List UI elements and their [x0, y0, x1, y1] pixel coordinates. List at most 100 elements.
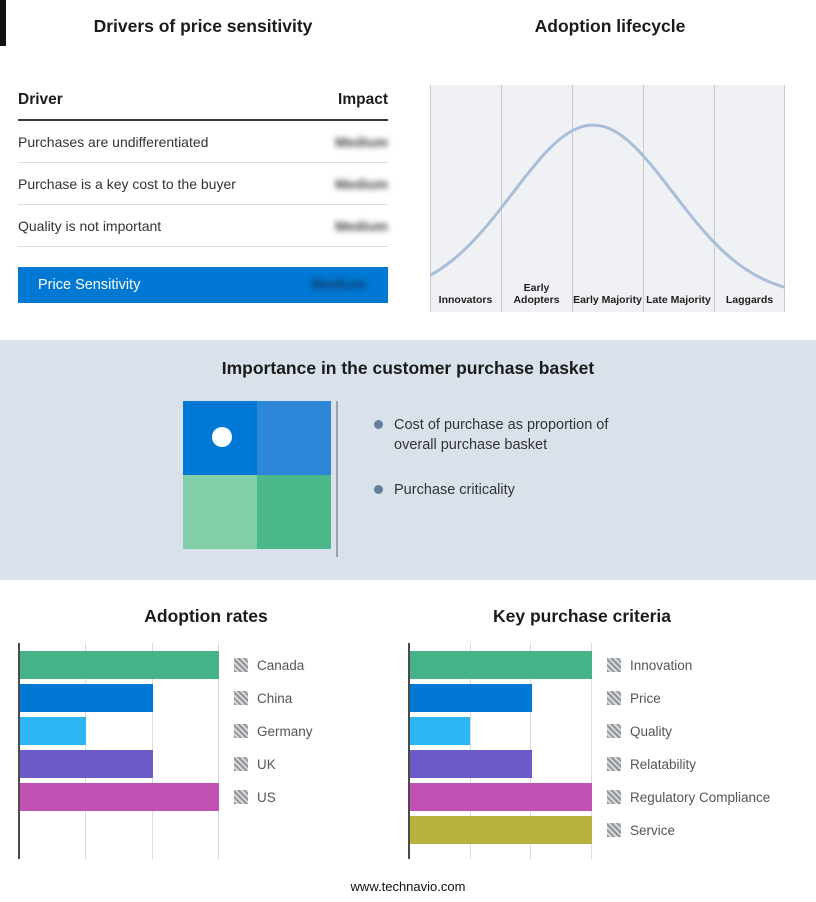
- legend-swatch-icon: [234, 757, 248, 771]
- bottom-section: Adoption rates Key purchase criteria Can…: [0, 580, 816, 902]
- bullet-icon: [374, 420, 383, 429]
- legend-item: Price: [607, 684, 770, 712]
- stage-label: Late Majority: [646, 294, 711, 307]
- quadrant-top-right: [257, 401, 331, 475]
- stage-label: Early Majority: [573, 294, 642, 307]
- legend-item: Quality: [607, 717, 770, 745]
- lifecycle-gridline: [714, 85, 715, 312]
- legend-item: Regulatory Compliance: [607, 783, 770, 811]
- quadrant-bottom-left: [183, 475, 257, 549]
- col-impact: Impact: [338, 91, 388, 108]
- website-url: www.technavio.com: [350, 879, 466, 894]
- legend-label: Regulatory Compliance: [630, 789, 771, 805]
- impact-value-blurred: Medium: [335, 217, 388, 234]
- bar-innovation: [410, 651, 592, 679]
- top-section: Drivers of price sensitivity Driver Impa…: [0, 0, 816, 340]
- drivers-table-header: Driver Impact: [18, 91, 388, 121]
- legend-swatch-icon: [234, 790, 248, 804]
- stage-label: Laggards: [725, 294, 774, 307]
- legend-swatch-icon: [607, 724, 621, 738]
- charts-row: Canada China Germany UK US Innovation Price Qu…: [0, 643, 816, 865]
- legend-label: UK: [257, 756, 276, 772]
- legend-item: Germany: [234, 717, 313, 745]
- legend-swatch-icon: [607, 691, 621, 705]
- legend-label: China: [257, 690, 293, 706]
- legend-label: US: [257, 789, 276, 805]
- legend-label: Relatability: [630, 756, 697, 772]
- legend-item: UK: [234, 750, 313, 778]
- impact-value-blurred: Medium: [335, 175, 388, 192]
- legend-label: Price: [630, 690, 661, 706]
- legend-label: Innovation: [630, 657, 693, 673]
- table-row: Purchase is a key cost to the buyer Medi…: [18, 163, 388, 205]
- legend-item: Innovation: [607, 651, 770, 679]
- table-row: Quality is not important Medium: [18, 205, 388, 247]
- basket-title: Importance in the customer purchase bask…: [221, 358, 595, 378]
- quadrant-matrix: [183, 401, 331, 549]
- impact-value-blurred: Medium: [335, 133, 388, 150]
- chart-gridline: [591, 643, 592, 859]
- position-marker-dot: [212, 427, 232, 447]
- legend-swatch-icon: [607, 790, 621, 804]
- impact-value-blurred: Medium: [311, 277, 366, 293]
- legend-label: Canada: [257, 657, 305, 673]
- adoption-rates-legend: Canada China Germany UK US: [234, 643, 313, 859]
- bullet-icon: [374, 484, 383, 494]
- list-item: Cost of purchase as proportion of overal…: [374, 415, 644, 456]
- bar-quality: [410, 717, 471, 745]
- drivers-panel: Drivers of price sensitivity Driver Impa…: [18, 16, 388, 303]
- driver-label: Purchase is a key cost to the buyer: [18, 175, 236, 192]
- legend-item: Service: [607, 816, 770, 844]
- lifecycle-gridline: [501, 85, 502, 312]
- legend-item: US: [234, 783, 313, 811]
- lifecycle-gridline: [430, 85, 431, 312]
- basket-bullets: Cost of purchase as proportion of overal…: [374, 401, 644, 524]
- price-sensitivity-label: Price Sensitivity: [38, 277, 141, 293]
- col-driver: Driver: [18, 91, 63, 108]
- bullet-text: Cost of purchase as proportion of overal…: [394, 417, 609, 454]
- basket-content: Cost of purchase as proportion of overal…: [183, 401, 816, 557]
- legend-item: China: [234, 684, 313, 712]
- legend-swatch-icon: [234, 724, 248, 738]
- list-item: Purchase criticality: [374, 480, 644, 500]
- lifecycle-gridline: [784, 85, 785, 312]
- legend-label: Germany: [257, 723, 313, 739]
- bar-us: [20, 783, 219, 811]
- price-sensitivity-bar: Price Sensitivity Medium: [18, 267, 388, 303]
- stage-label: Early Adopters: [513, 281, 560, 307]
- legend-swatch-icon: [234, 658, 248, 672]
- legend-item: Canada: [234, 651, 313, 679]
- adoption-rates-chart: Canada China Germany UK US: [18, 643, 313, 859]
- drivers-title: Drivers of price sensitivity: [93, 16, 313, 36]
- legend-label: Quality: [630, 723, 673, 739]
- driver-label: Purchases are undifferentiated: [18, 133, 209, 150]
- key-purchase-criteria-plot: [408, 643, 592, 859]
- lifecycle-chart: Innovators Early Adopters Early Majority La…: [430, 85, 785, 312]
- chart-gridline: [218, 643, 219, 859]
- adoption-rates-plot: [18, 643, 219, 859]
- lifecycle-curve: [430, 123, 785, 289]
- lifecycle-stages: Innovators Early Adopters Early Majority La…: [430, 282, 785, 307]
- key-purchase-criteria-title: Key purchase criteria: [492, 606, 671, 626]
- key-purchase-criteria-chart: Innovation Price Quality Relatability Regula…: [408, 643, 770, 859]
- bar-service: [410, 816, 592, 844]
- quadrant-shadow-line: [336, 401, 338, 557]
- legend-swatch-icon: [234, 691, 248, 705]
- lifecycle-gridline: [572, 85, 573, 312]
- adoption-rates-title: Adoption rates: [144, 606, 268, 626]
- bar-uk: [20, 750, 154, 778]
- bar-canada: [20, 651, 219, 679]
- legend-swatch-icon: [607, 658, 621, 672]
- chart-titles: Adoption rates Key purchase criteria: [0, 580, 816, 627]
- bullet-text: Purchase criticality: [394, 481, 515, 498]
- lifecycle-title: Adoption lifecycle: [534, 16, 686, 36]
- purchase-basket-section: Importance in the customer purchase bask…: [0, 340, 816, 580]
- lifecycle-gridline: [643, 85, 644, 312]
- bar-relatability: [410, 750, 532, 778]
- legend-label: Service: [630, 822, 676, 838]
- stage-label: Innovators: [438, 294, 493, 307]
- legend-swatch-icon: [607, 823, 621, 837]
- bar-china: [20, 684, 154, 712]
- driver-label: Quality is not important: [18, 217, 162, 234]
- key-purchase-criteria-legend: Innovation Price Quality Relatability Regula…: [607, 643, 770, 859]
